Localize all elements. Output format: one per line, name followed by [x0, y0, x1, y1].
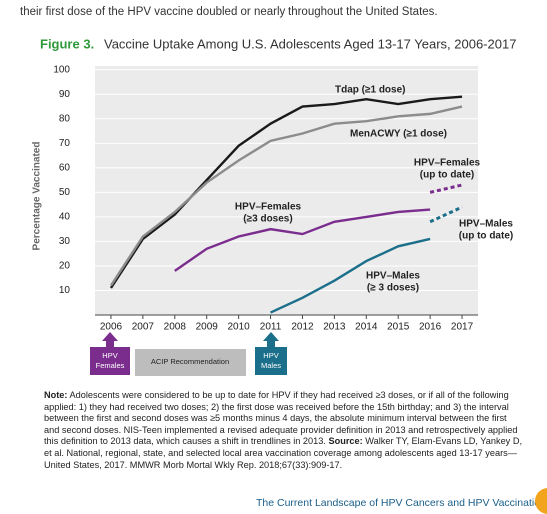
x-tick-label: 2010	[228, 322, 251, 333]
arrow	[102, 332, 118, 347]
series-line	[429, 205, 463, 224]
y-axis-label: Percentage Vaccinated	[32, 142, 43, 251]
acip-box	[135, 349, 246, 376]
decoration	[535, 488, 547, 514]
y-tick-label: 60	[59, 162, 71, 173]
x-tick-label: 2017	[451, 322, 474, 333]
series-label: HPV–Females	[235, 202, 302, 213]
y-tick-label: 80	[59, 113, 71, 124]
chart: Figure 3. Vaccine Uptake Among U.S. Adol…	[32, 36, 516, 376]
y-tick-label: 90	[59, 89, 71, 100]
x-tick-label: 2008	[164, 322, 187, 333]
series-label: MenACWY (≥1 dose)	[350, 129, 447, 140]
series-label: (up to date)	[459, 231, 513, 242]
arrow	[263, 332, 279, 347]
series-line	[109, 95, 463, 289]
top-text: throughout the United States.	[288, 6, 438, 18]
figure-label: Figure 3.	[40, 36, 94, 51]
timeline-label: Males	[261, 361, 281, 370]
note: Note: Adolescents were considered to be …	[44, 390, 522, 471]
y-tick-label: 10	[59, 285, 71, 296]
x-tick-label: 2014	[355, 322, 378, 333]
series-label: HPV–Males	[366, 271, 420, 282]
note-text: Adolescents were considered to be up to …	[44, 390, 518, 447]
y-tick-label: 70	[59, 138, 71, 149]
x-tick-label: 2011	[260, 322, 282, 333]
series-label: (≥3 doses)	[243, 214, 292, 225]
series-line	[109, 105, 463, 287]
series-label: (≥ 3 doses)	[367, 283, 419, 294]
source-text: Walker TY, Elam-Evans LD, Yankey D, et a…	[44, 436, 523, 470]
x-tick-label: 2015	[387, 322, 410, 333]
timeline-label: HPV	[263, 351, 278, 360]
x-tick-label: 2006	[100, 322, 123, 333]
source-label: Source:	[328, 436, 363, 447]
plot-area	[95, 66, 478, 315]
y-tick-label: 50	[59, 187, 71, 198]
series-line	[270, 237, 431, 314]
series-label: HPV–Males	[459, 219, 513, 230]
y-tick-label: 20	[59, 261, 71, 272]
x-tick-label: 2013	[323, 322, 346, 333]
footer: The Current Landscape of HPV Cancers and…	[256, 497, 546, 509]
x-tick-label: 2009	[196, 322, 219, 333]
timeline-label: ACIP Recommendation	[151, 357, 229, 366]
timeline: HPV Females ACIP Recommendation HPV Male…	[90, 332, 287, 376]
y-tick-label: 40	[59, 212, 71, 223]
series-label: HPV–Females	[414, 158, 481, 169]
note-label: Note:	[44, 390, 68, 400]
top-text: their first dose of the HPV vaccine doub…	[20, 6, 286, 18]
series-label: Tdap (≥1 dose)	[335, 85, 406, 96]
chart-title: Vaccine Uptake Among U.S. Adolescents Ag…	[104, 36, 516, 51]
y-tick-label: 100	[53, 64, 70, 75]
series-line	[174, 208, 431, 272]
x-tick-label: 2012	[291, 322, 314, 333]
series-label: (up to date)	[420, 170, 474, 181]
x-tick-label: 2007	[132, 322, 155, 333]
series-line	[429, 183, 463, 194]
y-tick-label: 30	[59, 236, 71, 247]
timeline-label: Females	[96, 361, 125, 370]
x-tick-label: 2016	[419, 322, 442, 333]
females-box	[90, 347, 130, 375]
males-box	[255, 347, 287, 375]
timeline-label: HPV	[102, 351, 117, 360]
